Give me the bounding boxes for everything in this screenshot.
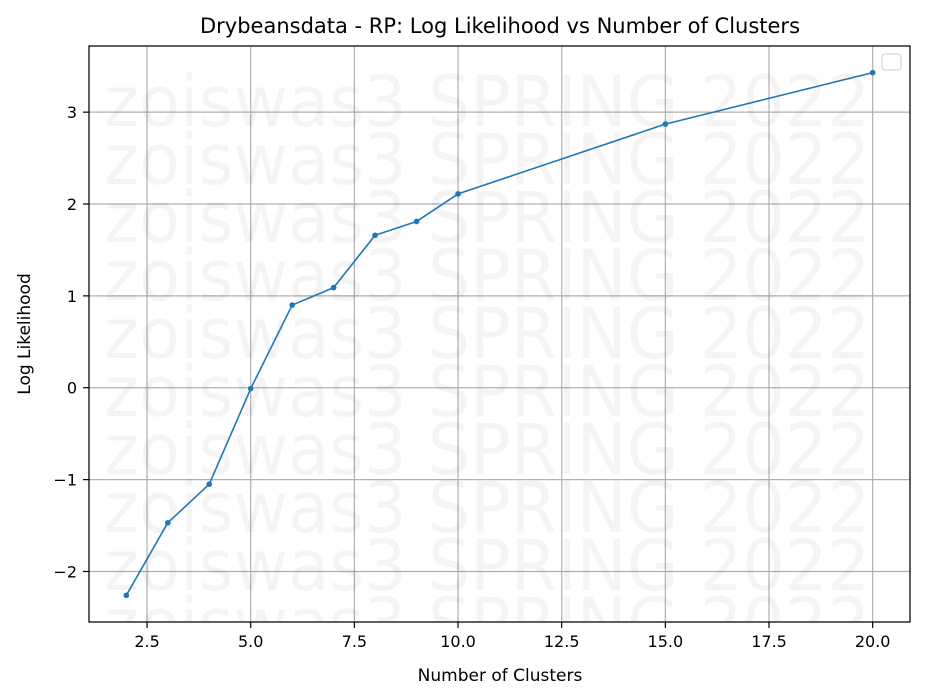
watermark-text: zoiswas3 SPRING 2022 (104, 409, 870, 491)
plot-frame (88, 45, 911, 623)
data-point (869, 69, 876, 76)
y-tick-label: 1 (67, 287, 77, 306)
watermark-text: zoiswas3 SPRING 2022 (104, 293, 870, 375)
x-tick-label: 5.0 (238, 632, 263, 651)
plot-area (89, 46, 910, 622)
watermark-text: zoiswas3 SPRING 2022 (104, 177, 870, 259)
y-axis-ticks: −2 −1 0 1 2 3 (53, 103, 89, 581)
data-point (413, 218, 420, 225)
data-point (164, 519, 171, 526)
watermark-text: zoiswas3 SPRING 2022 (104, 525, 870, 607)
data-point (330, 284, 337, 291)
y-tick-label: −1 (53, 471, 77, 490)
y-tick-label: 0 (67, 379, 77, 398)
data-point (123, 592, 130, 599)
x-tick-label: 17.5 (751, 632, 787, 651)
watermark-text: zoiswas3 SPRING 2022 (104, 235, 870, 317)
grid-lines (89, 46, 910, 622)
watermark-text: zoiswas3 SPRING 2022 (104, 119, 870, 201)
y-axis-label: Log Likelihood (15, 273, 35, 394)
watermark-text: zoiswas3 SPRING 2022 (104, 61, 870, 143)
x-tick-label: 7.5 (342, 632, 367, 651)
x-tick-label: 2.5 (134, 632, 159, 651)
y-tick-label: 3 (67, 103, 77, 122)
data-point (247, 385, 254, 392)
x-tick-label: 20.0 (855, 632, 891, 651)
data-point (662, 121, 669, 127)
legend-box (881, 53, 902, 71)
data-series (123, 69, 876, 599)
chart-title: Drybeansdata - RP: Log Likelihood vs Num… (200, 14, 800, 38)
x-axis-label: Number of Clusters (418, 666, 583, 686)
x-axis-ticks: 2.5 5.0 7.5 10.0 12.5 15.0 17.5 20.0 (134, 622, 890, 651)
y-tick-label: −2 (53, 562, 77, 581)
data-point (206, 481, 213, 488)
watermark-text: zoiswas3 SPRING 2022 (104, 583, 870, 665)
x-tick-label: 10.0 (440, 632, 476, 651)
data-point (372, 232, 378, 239)
data-point (455, 191, 461, 197)
watermark-text: zoiswas3 SPRING 2022 (104, 467, 870, 549)
data-point (289, 302, 295, 308)
watermark-text: zoiswas3 SPRING 2022 (104, 351, 870, 433)
y-tick-label: 2 (67, 195, 77, 214)
x-tick-label: 12.5 (544, 632, 580, 651)
x-tick-label: 15.0 (648, 632, 684, 651)
